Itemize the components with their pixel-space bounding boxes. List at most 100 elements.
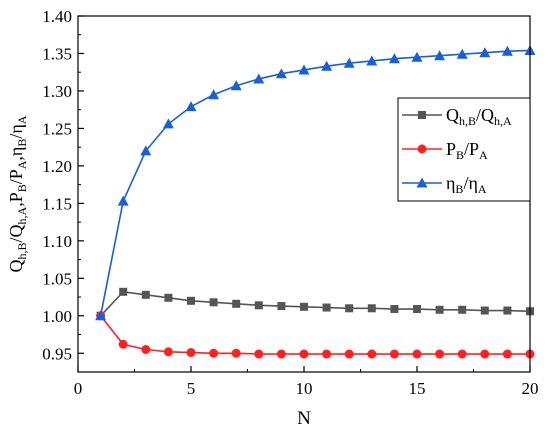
- subscript-text: h,B: [15, 242, 29, 259]
- triangle-marker: [343, 57, 355, 68]
- subscript-text: A: [15, 160, 29, 169]
- legend-label: Qh,B/Qh,A: [446, 105, 512, 128]
- square-marker: [458, 305, 467, 314]
- subscript-text: A: [15, 115, 29, 124]
- triangle-marker: [140, 145, 152, 156]
- text-part: /Q: [6, 224, 26, 242]
- circle-marker: [322, 349, 332, 359]
- circle-marker: [254, 349, 264, 359]
- series-line-eta: [99, 49, 531, 316]
- text-part: ,P: [6, 192, 26, 207]
- square-marker: [390, 305, 399, 314]
- circle-marker: [186, 348, 196, 358]
- circle-marker: [502, 349, 512, 359]
- text-part: η: [446, 173, 455, 193]
- triangle-marker: [95, 310, 107, 321]
- circle-marker: [457, 349, 467, 359]
- text-part: Q: [446, 105, 459, 125]
- y-axis-title: Qh,B/Qh,A,PB/PA,ηB/ηA: [6, 115, 29, 272]
- y-tick-label: 1.00: [42, 307, 72, 326]
- triangle-marker: [162, 118, 174, 129]
- circle-marker: [163, 347, 173, 357]
- circle-marker: [417, 144, 427, 154]
- triangle-marker: [321, 60, 333, 71]
- x-tick-label: 0: [74, 379, 83, 398]
- square-marker: [480, 306, 489, 315]
- square-marker: [141, 290, 150, 299]
- subscript-text: h,A: [15, 206, 29, 224]
- series-eta: [95, 44, 536, 321]
- y-tick-label: 0.95: [42, 344, 72, 363]
- triangle-marker: [208, 89, 220, 100]
- triangle-marker: [501, 45, 513, 56]
- y-tick-label: 1.20: [42, 157, 72, 176]
- triangle-marker: [388, 53, 400, 64]
- triangle-marker: [366, 55, 378, 66]
- triangle-marker: [185, 101, 197, 112]
- text-part: P: [446, 139, 456, 159]
- triangle-marker: [298, 64, 310, 75]
- plot-marks: [95, 44, 536, 359]
- circle-marker: [118, 339, 128, 349]
- series-line-p: [99, 315, 530, 355]
- text-part: Q: [6, 259, 26, 272]
- square-marker: [209, 298, 218, 307]
- square-marker: [435, 305, 444, 314]
- triangle-marker: [411, 51, 423, 62]
- triangle-marker: [275, 68, 287, 79]
- subscript-text: h,B: [459, 114, 476, 128]
- text-part: /P: [6, 169, 26, 184]
- legend-entry-q: Qh,B/Qh,A: [402, 105, 512, 128]
- square-marker: [232, 299, 241, 308]
- subscript-text: A: [478, 182, 487, 196]
- square-marker: [164, 293, 173, 302]
- triangle-marker: [230, 80, 242, 91]
- square-marker: [413, 305, 421, 314]
- x-axis-title: N: [297, 408, 311, 429]
- square-marker: [119, 287, 128, 296]
- circle-marker: [480, 349, 490, 359]
- series-q: [96, 287, 534, 320]
- triangle-marker: [456, 48, 468, 59]
- subscript-text: A: [479, 148, 488, 162]
- square-marker: [187, 296, 195, 305]
- triangle-marker: [253, 73, 265, 84]
- circle-marker: [412, 349, 422, 359]
- square-marker: [345, 304, 354, 313]
- x-tick-label: 20: [522, 379, 539, 398]
- circle-marker: [344, 349, 354, 359]
- circle-marker: [141, 345, 151, 355]
- subscript-text: B: [456, 148, 464, 162]
- subscript-text: B: [455, 182, 463, 196]
- x-tick-label: 5: [187, 379, 196, 398]
- legend-entry-eta: ηB/ηA: [402, 173, 487, 196]
- square-marker: [254, 301, 263, 310]
- triangle-marker: [479, 47, 491, 58]
- axes: 0 5 10 15 20 0.95 1.00 1.05 1.10 1.15 1.20 1.25 1.30…: [6, 7, 539, 429]
- x-tick-label: 10: [296, 379, 313, 398]
- subscript-text: B: [15, 184, 29, 192]
- circle-marker: [299, 349, 309, 359]
- text-part: /η: [6, 124, 26, 138]
- circle-marker: [367, 349, 377, 359]
- circle-marker: [231, 348, 241, 358]
- y-tick-label: 1.05: [42, 269, 72, 288]
- square-marker: [322, 303, 331, 312]
- series-p: [96, 311, 535, 359]
- y-tick-label: 1.30: [42, 82, 72, 101]
- y-tick-label: 1.35: [42, 44, 72, 63]
- circle-marker: [389, 349, 399, 359]
- square-marker: [418, 111, 426, 119]
- legend-label: ηB/ηA: [446, 173, 487, 196]
- legend-label: PB/PA: [446, 139, 488, 162]
- legend-entry-p: PB/PA: [402, 139, 488, 162]
- triangle-marker: [117, 195, 129, 206]
- triangle-marker: [416, 177, 428, 188]
- y-tick-label: 1.15: [42, 194, 72, 213]
- x-tick-label: 15: [409, 379, 426, 398]
- square-marker: [300, 302, 308, 311]
- y-tick-label: 1.10: [42, 232, 72, 251]
- text-part: ,η: [6, 147, 26, 161]
- text-part: /η: [463, 173, 477, 193]
